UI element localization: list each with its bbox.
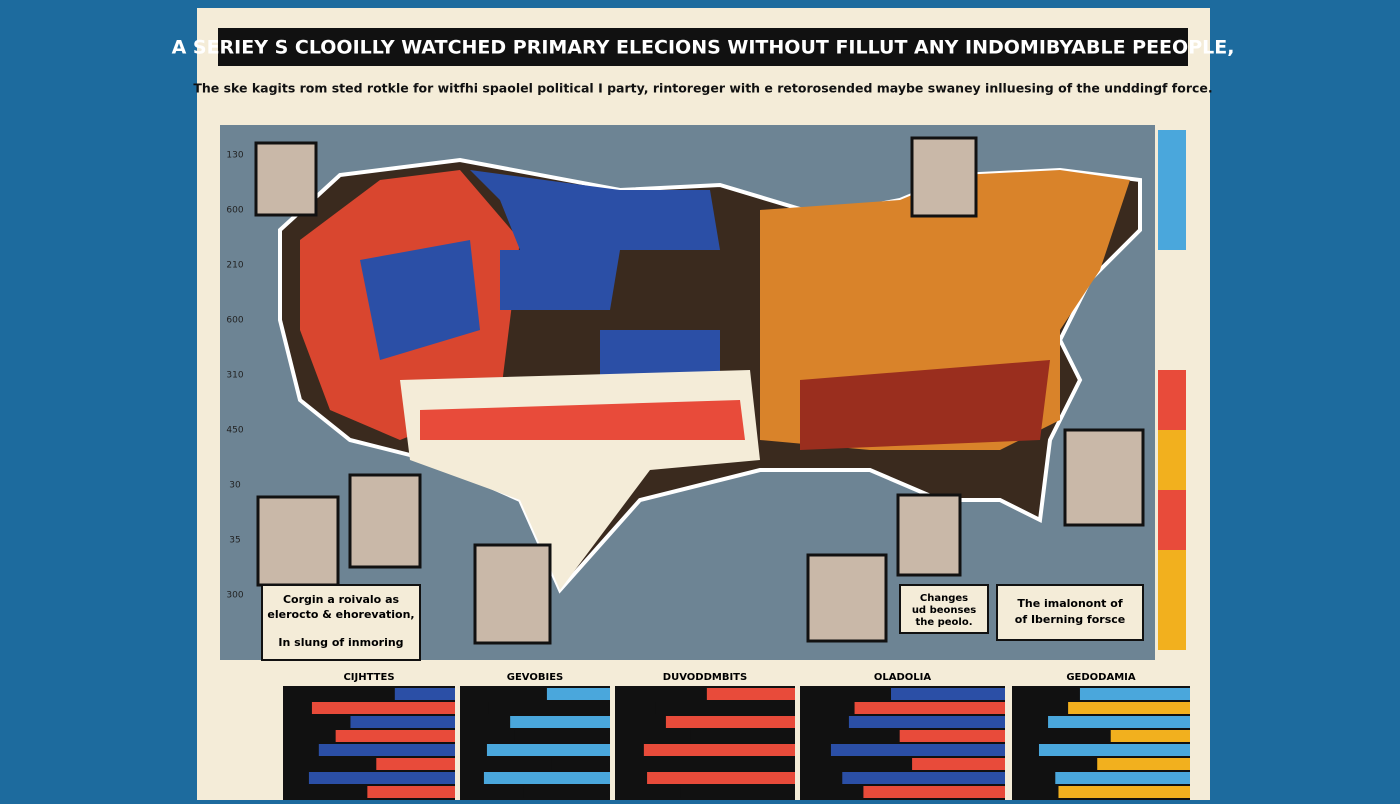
panel-stripe [863, 786, 1005, 798]
panel-stripe [848, 716, 1005, 728]
axis-label: 30 [229, 481, 241, 491]
panel-stripe [830, 744, 1005, 756]
region-red [420, 400, 745, 440]
axis-label: 450 [226, 426, 243, 436]
caption: The imalonont of [1017, 597, 1122, 610]
caption: elerocto & ehorevation, [267, 608, 414, 621]
panel-label: OLADOLIA [874, 672, 932, 683]
panel-stripe [647, 772, 795, 784]
panel-stripe [665, 716, 795, 728]
title: A SERIEY S CLOOILLY WATCHED PRIMARY ELEC… [172, 37, 1235, 59]
panel-stripe [1079, 688, 1190, 700]
panel-stripe [726, 758, 795, 770]
panel-stripe [488, 702, 610, 714]
caption: Changes [920, 593, 968, 604]
axis-label: 310 [226, 371, 243, 381]
panel-stripe [690, 730, 795, 742]
region-blue [500, 250, 620, 310]
panel-stripe [1068, 702, 1190, 714]
caption: ud beonses [912, 605, 976, 616]
panel-stripe [367, 786, 455, 798]
panel-stripe [335, 730, 455, 742]
caption-note: In slung of inmoring [278, 636, 403, 649]
axis-label: 600 [226, 206, 243, 216]
portrait [256, 495, 340, 587]
panel-stripe [483, 772, 610, 784]
portrait [473, 543, 552, 645]
region-south [800, 360, 1050, 450]
panel-stripe [318, 744, 455, 756]
axis-label: 130 [226, 151, 243, 161]
panel-stripe [486, 744, 610, 756]
portrait [896, 493, 962, 577]
portrait [254, 141, 318, 217]
caption: Corgin a roivalo as [283, 593, 400, 606]
portrait [348, 473, 422, 569]
panel-stripe [1058, 786, 1190, 798]
panel-stripe [350, 716, 455, 728]
panel-label: DUVODDMBITS [663, 672, 747, 683]
panel-stripe [842, 772, 1005, 784]
axis-label: 300 [226, 591, 243, 601]
panel-stripe [551, 758, 610, 770]
caption-box [261, 584, 421, 661]
panel-stripe [854, 702, 1005, 714]
panel-stripe [706, 688, 795, 700]
panel-stripe [680, 786, 795, 798]
panel-label: GEDODAMIA [1066, 672, 1136, 683]
caption: of Iberning forsce [1015, 613, 1125, 626]
panel-stripe [891, 688, 1005, 700]
panel-stripe [1110, 730, 1190, 742]
subtitle: The ske kagits rom sted rotkle for witfh… [193, 81, 1212, 96]
region-blue [620, 190, 720, 250]
panel-stripe [510, 716, 610, 728]
panel-label: GEVOBIES [507, 672, 563, 683]
panel-stripe [1038, 744, 1190, 756]
stripe-red [1158, 370, 1186, 430]
panel-stripe [523, 786, 610, 798]
portrait [1063, 428, 1145, 527]
panel-stripe [394, 688, 455, 700]
panel-stripe [376, 758, 455, 770]
panel-stripe [308, 772, 455, 784]
panel-stripe [514, 730, 610, 742]
panel-stripe [546, 688, 610, 700]
title-bar [218, 28, 1188, 66]
panel-stripe [912, 758, 1005, 770]
panel-label: CIJHTTES [343, 672, 394, 683]
caption: the peolo. [915, 617, 972, 628]
panel-stripe [655, 702, 795, 714]
panel-stripe [1055, 772, 1190, 784]
portrait [910, 136, 978, 218]
panel-stripe [311, 702, 455, 714]
stripe-red [1158, 490, 1186, 550]
region-blue [470, 170, 620, 250]
axis-label: 35 [229, 536, 240, 546]
caption-box [996, 584, 1144, 641]
stripe-yellow [1158, 430, 1186, 490]
region-blue [360, 240, 480, 360]
stripe-blue [1158, 130, 1186, 250]
panel-stripe [643, 744, 795, 756]
caption-box [899, 584, 989, 634]
portrait [806, 553, 888, 643]
stripe-yellow [1158, 550, 1186, 650]
panel-stripe [899, 730, 1005, 742]
axis-label: 600 [226, 316, 243, 326]
panel-stripe [1048, 716, 1190, 728]
panel-stripe [1097, 758, 1190, 770]
axis-label: 210 [226, 261, 243, 271]
